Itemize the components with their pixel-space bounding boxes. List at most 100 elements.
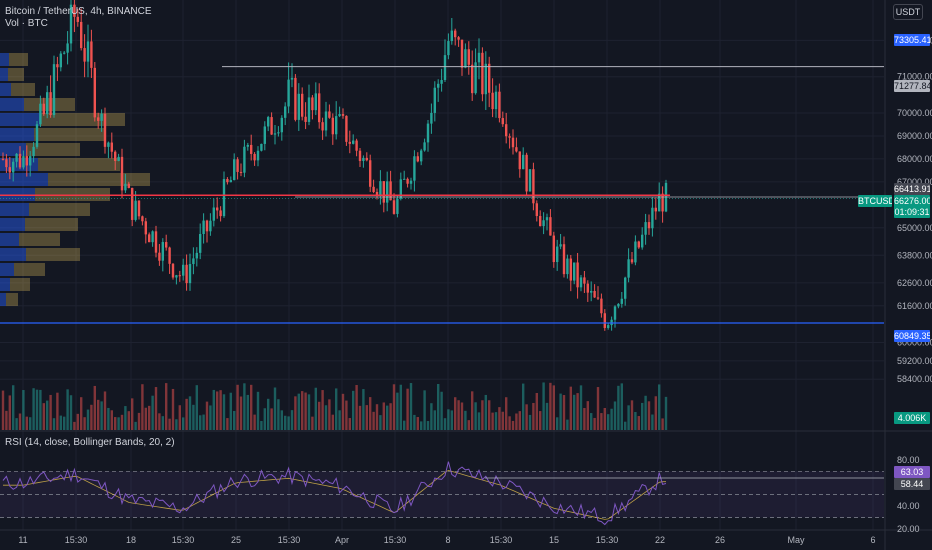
candle-body-89 — [304, 116, 307, 122]
tag-last-price: 66276.00 — [894, 195, 930, 207]
volume-bar-6 — [22, 390, 25, 430]
candle-body-28 — [97, 117, 100, 121]
candle-body-178 — [607, 325, 610, 328]
candle-body-80 — [273, 133, 277, 135]
volume-bar-57 — [195, 385, 198, 430]
volume-bar-170 — [579, 385, 583, 430]
volume-bar-15 — [52, 418, 56, 430]
volume-bar-17 — [59, 415, 62, 430]
volume-bar-56 — [192, 404, 195, 430]
candle-body-60 — [205, 220, 209, 232]
candle-body-42 — [144, 221, 147, 235]
candle-body-83 — [284, 106, 287, 118]
candle-body-77 — [263, 126, 266, 144]
candle-body-182 — [620, 298, 623, 304]
volume-bar-82 — [280, 410, 283, 430]
volume-bar-94 — [321, 390, 324, 430]
time-tick-0: 11 — [18, 535, 27, 545]
volume-bar-32 — [110, 410, 113, 430]
volume-bar-153 — [522, 383, 525, 430]
candle-body-10 — [35, 124, 39, 147]
vp-bar-down-10 — [29, 203, 90, 216]
candlesticks — [1, 0, 668, 331]
volume-bar-67 — [229, 392, 232, 430]
candle-body-140 — [477, 52, 481, 63]
candle-body-9 — [32, 146, 35, 157]
candle-body-165 — [562, 244, 566, 275]
volume-bar-131 — [447, 409, 450, 430]
price-tick-7: 65000.00 — [897, 223, 932, 233]
currency-button[interactable]: USDT — [893, 4, 923, 20]
candle-body-54 — [185, 264, 188, 284]
candle-body-88 — [301, 93, 304, 117]
volume-bar-64 — [219, 390, 222, 430]
candle-body-98 — [335, 116, 338, 135]
volume-bar-11 — [39, 389, 42, 430]
candle-body-44 — [151, 231, 154, 243]
candle-body-96 — [328, 111, 331, 118]
volume-bar-146 — [498, 407, 501, 430]
vp-bar-up-10 — [0, 203, 29, 216]
volume-bar-84 — [287, 416, 290, 430]
vp-bar-up-2 — [0, 83, 11, 96]
volume-bar-187 — [637, 416, 640, 430]
volume-bar-157 — [535, 392, 538, 430]
volume-bar-129 — [440, 391, 443, 430]
candle-body-128 — [437, 83, 440, 88]
candle-body-134 — [457, 37, 460, 40]
volume-bar-160 — [545, 402, 549, 430]
candle-body-186 — [634, 241, 637, 263]
candle-body-149 — [508, 136, 511, 138]
candle-body-53 — [182, 264, 185, 276]
volume-bar-55 — [188, 396, 192, 430]
candle-body-34 — [117, 156, 120, 161]
candle-body-32 — [110, 142, 113, 152]
candle-body-142 — [484, 63, 487, 95]
volume-bar-2 — [8, 395, 11, 430]
candle-body-105 — [358, 150, 362, 161]
rsi-tick-0: 80.00 — [897, 455, 920, 465]
candle-body-126 — [430, 112, 433, 124]
volume-bar-93 — [318, 401, 321, 430]
volume-bar-21 — [73, 421, 76, 430]
volume-bar-184 — [627, 405, 630, 430]
candle-body-76 — [260, 143, 263, 151]
volume-bar-183 — [624, 421, 627, 430]
candle-body-193 — [658, 193, 661, 212]
volume-bar-149 — [508, 416, 511, 430]
candle-body-2 — [8, 167, 11, 173]
candle-body-48 — [165, 242, 168, 248]
candle-body-90 — [307, 97, 311, 122]
volume-bar-7 — [25, 416, 28, 430]
volume-bar-76 — [260, 421, 263, 430]
candle-body-156 — [532, 169, 535, 204]
vp-bar-up-16 — [0, 293, 6, 306]
candle-body-74 — [253, 153, 256, 161]
volume-bar-102 — [348, 418, 351, 430]
volume-bar-25 — [86, 409, 90, 430]
vp-bar-down-9 — [35, 188, 110, 201]
volume-bar-142 — [484, 394, 487, 430]
candle-body-92 — [314, 93, 317, 111]
candle-body-58 — [199, 234, 202, 253]
time-tick-2: 18 — [126, 535, 136, 545]
candle-body-116 — [396, 198, 399, 214]
candle-body-114 — [389, 181, 392, 201]
volume-bar-158 — [539, 411, 542, 430]
vp-bar-down-11 — [25, 218, 78, 231]
volume-bar-87 — [297, 393, 300, 430]
candle-body-73 — [250, 144, 253, 154]
volume-bar-166 — [566, 419, 569, 430]
volume-bar-39 — [134, 421, 137, 430]
volume-bar-4 — [15, 418, 18, 430]
candle-body-129 — [440, 80, 443, 84]
volume-bar-58 — [199, 415, 202, 430]
candle-body-49 — [168, 247, 171, 264]
volume-bar-130 — [443, 418, 447, 430]
vp-bar-up-11 — [0, 218, 25, 231]
volume-bar-92 — [314, 387, 317, 430]
candle-body-69 — [236, 159, 239, 172]
volume-bar-100 — [341, 393, 345, 430]
